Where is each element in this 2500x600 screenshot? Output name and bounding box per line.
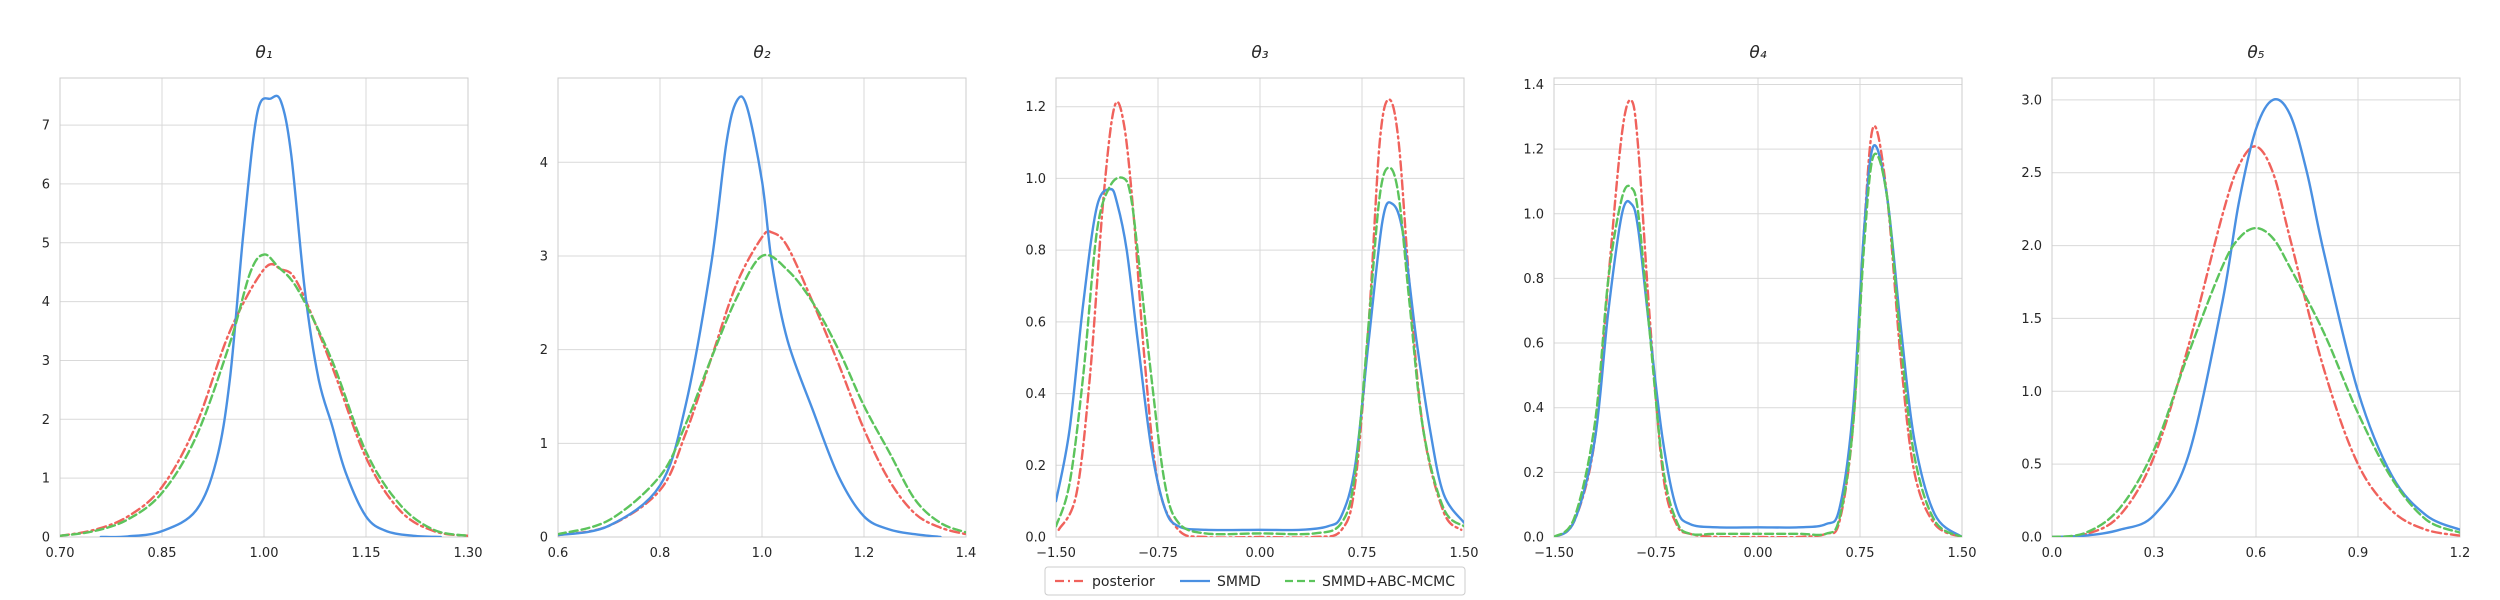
y-tick-label: 4 — [42, 295, 50, 310]
series-line-posterior — [558, 229, 966, 537]
y-tick-label: 0.6 — [1025, 315, 1046, 330]
panel-theta-2: 0.6 0.8 1.0 1.2 1.4 0 1 2 3 4 θ₂ — [540, 43, 977, 561]
y-tick-label: 1.0 — [1025, 172, 1046, 187]
x-tick-label: −0.75 — [1636, 546, 1676, 561]
series-line-posterior — [60, 262, 468, 537]
y-tick-label: 1 — [42, 472, 50, 487]
x-tick-label: 1.00 — [250, 546, 279, 561]
x-tick-label: 0.75 — [1348, 546, 1377, 561]
plot-frame — [2051, 77, 2461, 538]
panel-title: θ₄ — [1749, 43, 1766, 63]
series-line-smmd-abc-mcmc — [558, 253, 966, 536]
x-tick-label: 0.6 — [2246, 546, 2267, 561]
x-tick-label: −0.75 — [1138, 546, 1178, 561]
y-tick-label: 0 — [540, 531, 548, 546]
y-tick-label: 0.8 — [1025, 244, 1046, 259]
panel-theta-3: −1.50 −0.75 0.00 0.75 1.50 0.0 0.2 0.4 0.6 0.8 1.0… — [1025, 43, 1478, 561]
y-tick-label: 1 — [540, 437, 548, 452]
series-group — [2052, 98, 2460, 537]
y-tick-label: 2.5 — [2021, 166, 2042, 181]
y-tick-label: 7 — [42, 119, 50, 134]
y-tick-label: 1.0 — [2021, 385, 2042, 400]
y-tick-label: 1.5 — [2021, 312, 2042, 327]
x-tick-label: 0.0 — [2042, 546, 2063, 561]
y-tick-label: 0.4 — [1025, 387, 1046, 402]
y-tick-label: 1.2 — [1025, 100, 1046, 115]
y-tick-label: 3.0 — [2021, 93, 2042, 108]
x-tick-label: −1.50 — [1534, 546, 1574, 561]
x-tick-label: 1.2 — [854, 546, 875, 561]
x-tick-label: 1.0 — [752, 546, 773, 561]
series-group — [558, 95, 966, 537]
series-line-smmd-abc-mcmc — [1056, 166, 1464, 536]
panel-theta-1: 0.70 0.85 1.00 1.15 1.30 0 1 2 3 4 5 6 7 θ₁ — [42, 43, 483, 561]
x-tick-label: 0.6 — [548, 546, 569, 561]
panel-title: θ₅ — [2247, 43, 2264, 63]
x-tick-label: 1.50 — [1450, 546, 1479, 561]
y-tick-label: 0.2 — [1025, 459, 1046, 474]
x-tick-label: 0.75 — [1846, 546, 1875, 561]
y-tick-label: 0.0 — [1523, 531, 1544, 546]
x-tick-label: 0.00 — [1246, 546, 1275, 561]
y-tick-label: 5 — [42, 236, 50, 251]
x-tick-label: 1.4 — [956, 546, 977, 561]
series-line-posterior — [2052, 145, 2460, 537]
series-group — [60, 94, 468, 537]
panel-title: θ₃ — [1251, 43, 1268, 63]
y-tick-label: 4 — [540, 156, 548, 171]
y-tick-label: 2 — [540, 343, 548, 358]
x-tick-label: 1.30 — [454, 546, 483, 561]
series-line-posterior — [1057, 98, 1463, 537]
panel-title: θ₂ — [753, 43, 770, 63]
series-line-smmd-abc-mcmc — [2052, 226, 2460, 537]
y-tick-label: 0.4 — [1523, 401, 1544, 416]
legend: posterior SMMD SMMD+ABC-MCMC — [1044, 566, 1466, 596]
legend-frame — [1044, 566, 1466, 596]
y-tick-label: 2.0 — [2021, 239, 2042, 254]
y-tick-label: 0.8 — [1523, 272, 1544, 287]
plot-frame — [557, 77, 967, 538]
y-tick-label: 0.6 — [1523, 337, 1544, 352]
series-line-smmd — [2052, 98, 2460, 537]
y-tick-label: 0.0 — [2021, 531, 2042, 546]
series-line-smmd-abc-mcmc — [60, 253, 468, 537]
y-tick-label: 1.4 — [1523, 78, 1544, 93]
y-tick-label: 1.2 — [1523, 143, 1544, 158]
x-tick-label: 0.70 — [46, 546, 75, 561]
x-tick-label: 1.50 — [1948, 546, 1977, 561]
y-tick-label: 2 — [42, 413, 50, 428]
series-line-smmd — [99, 94, 442, 537]
series-group — [1554, 98, 1962, 537]
series-line-smmd — [558, 95, 942, 537]
x-tick-label: −1.50 — [1036, 546, 1076, 561]
x-tick-label: 0.8 — [650, 546, 671, 561]
panel-theta-5: 0.0 0.3 0.6 0.9 1.2 0.0 0.5 1.0 1.5 2.0 2.5 3.0 θ₅ — [2021, 43, 2470, 561]
plot-frame — [59, 77, 469, 538]
x-tick-label: 0.3 — [2144, 546, 2165, 561]
legend-label-posterior: posterior — [1092, 574, 1155, 590]
y-tick-label: 3 — [42, 354, 50, 369]
y-tick-label: 0.5 — [2021, 458, 2042, 473]
y-tick-label: 1.0 — [1523, 207, 1544, 222]
y-tick-label: 6 — [42, 177, 50, 192]
x-tick-label: 1.15 — [352, 546, 381, 561]
legend-label-smmd: SMMD — [1217, 574, 1261, 590]
x-tick-label: 1.2 — [2450, 546, 2471, 561]
y-tick-label: 3 — [540, 249, 548, 264]
x-tick-label: 0.9 — [2348, 546, 2369, 561]
series-line-smmd-abc-mcmc — [1554, 152, 1962, 537]
y-tick-label: 0.2 — [1523, 466, 1544, 481]
panel-title: θ₁ — [255, 43, 272, 63]
y-tick-label: 0.0 — [1025, 531, 1046, 546]
panel-theta-4: −1.50 −0.75 0.00 0.75 1.50 0.0 0.2 0.4 0.6 0.8 1.0… — [1523, 43, 1976, 561]
y-tick-label: 0 — [42, 531, 50, 546]
x-tick-label: 0.00 — [1744, 546, 1773, 561]
legend-label-smmd-abc-mcmc: SMMD+ABC-MCMC — [1322, 574, 1455, 590]
series-group — [1056, 98, 1464, 537]
x-tick-label: 0.85 — [148, 546, 177, 561]
